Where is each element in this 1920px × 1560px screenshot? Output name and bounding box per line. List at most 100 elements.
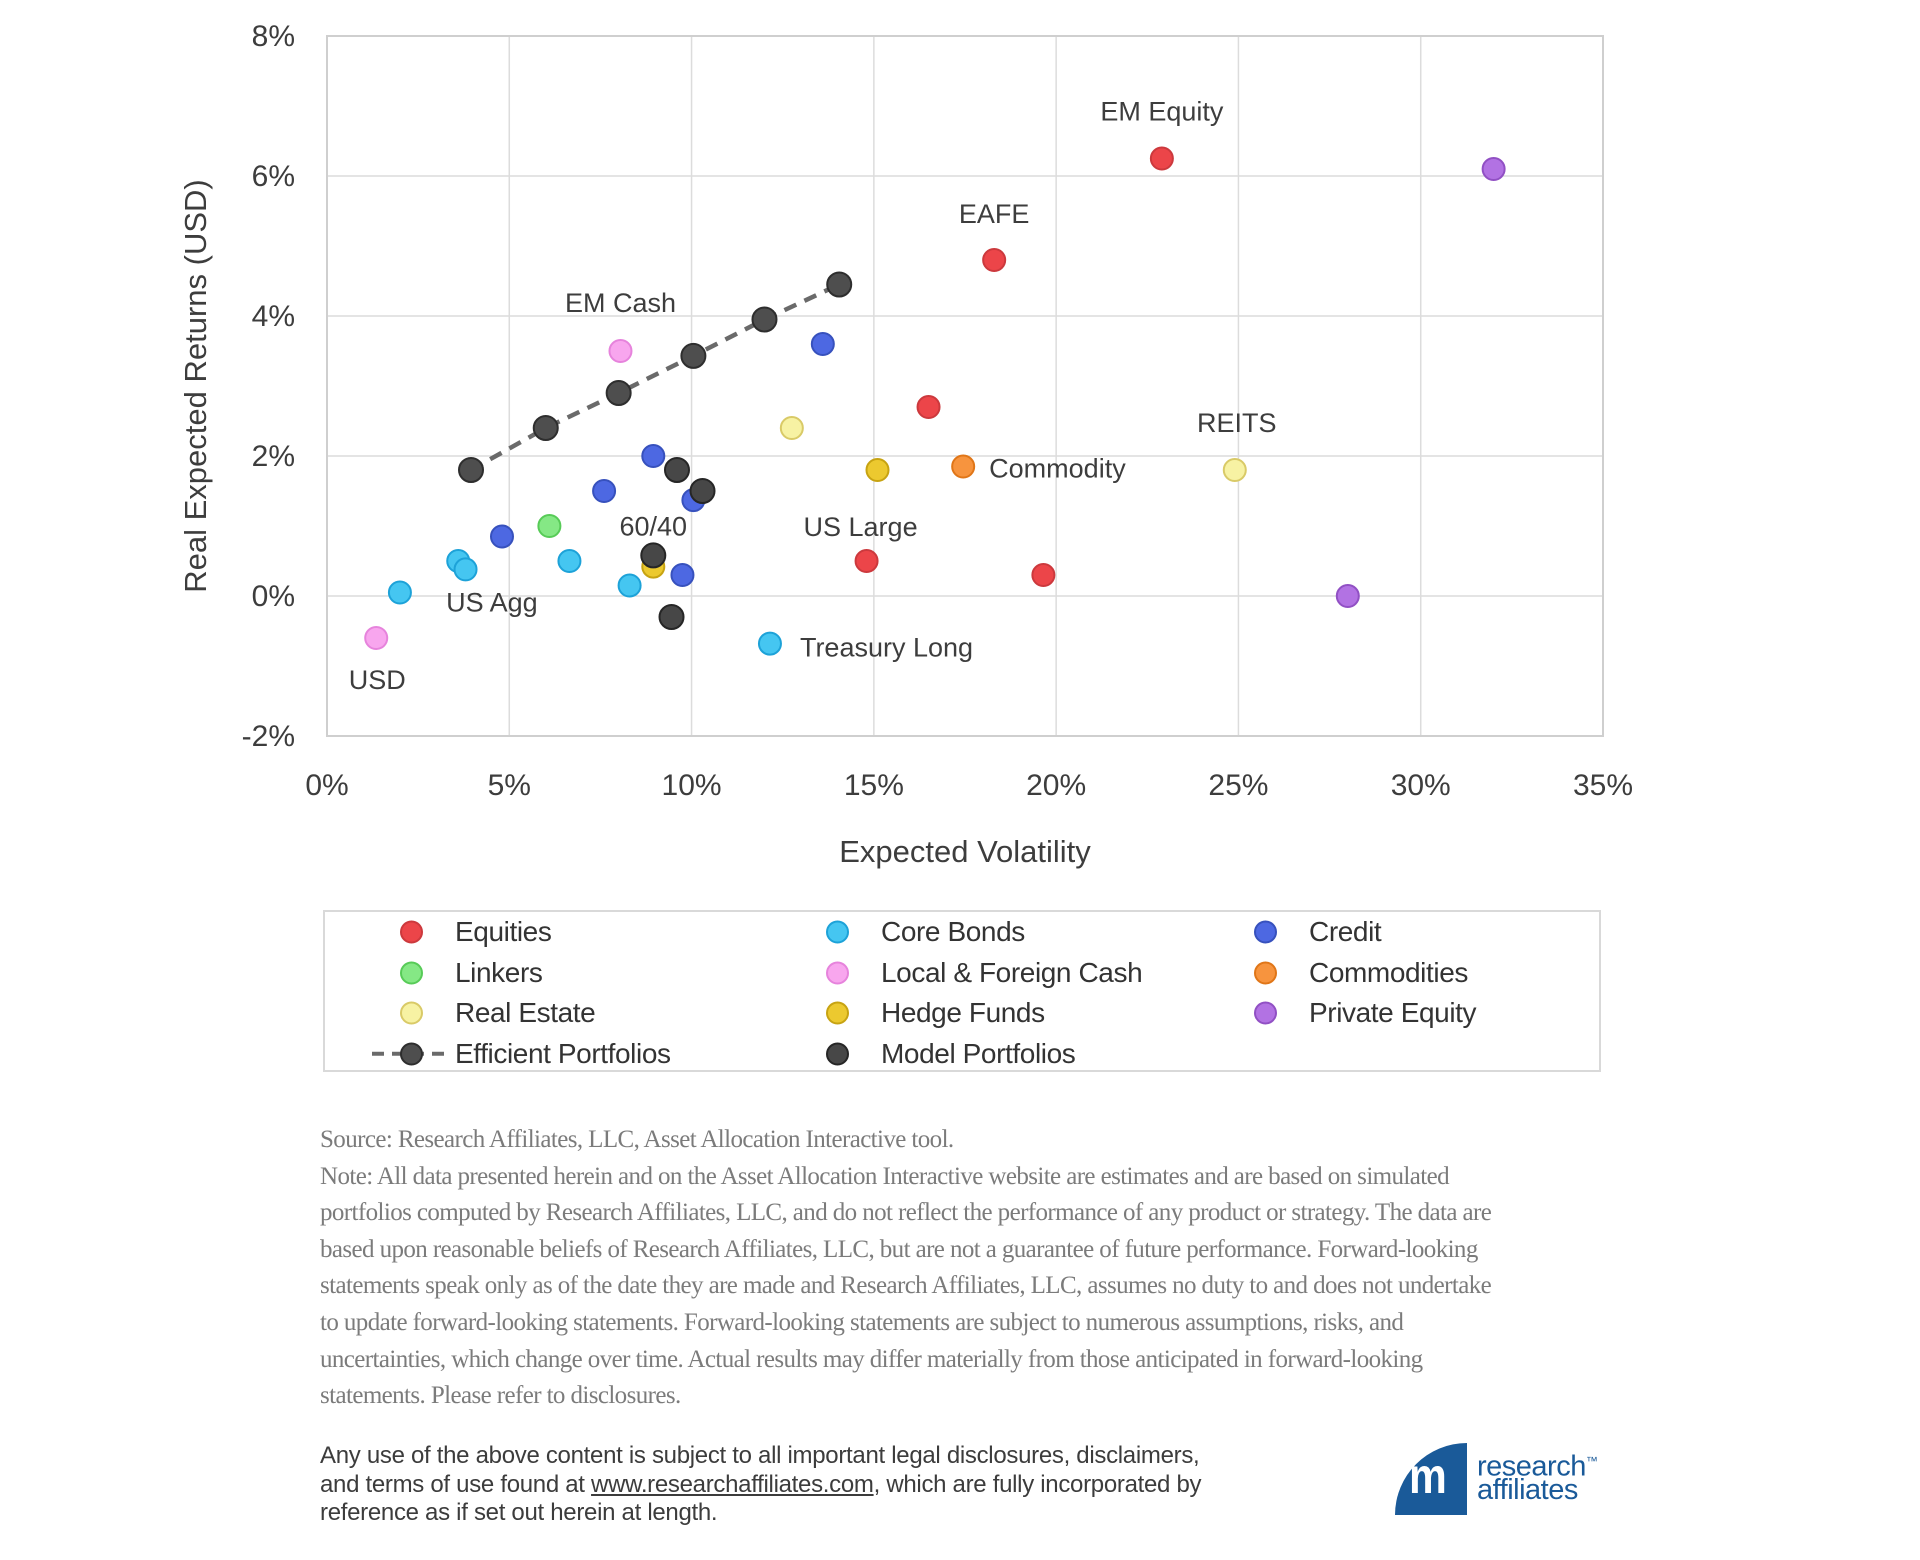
point-efficient-portfolios — [532, 415, 559, 441]
legend-column: Equities Linkers Real Estate Efficient Port… — [372, 912, 671, 1074]
disclaimer-line: Any use of the above content is subject … — [320, 1442, 1200, 1469]
logo-line-affiliates: affiliates — [1477, 1473, 1578, 1506]
disclaimer-text: , which are fully incorporated by — [873, 1470, 1202, 1498]
point-equities — [854, 549, 879, 573]
point-local-foreign-cash — [364, 626, 389, 650]
annotation-em-cash: EM Cash — [565, 288, 676, 318]
dashed-line-dot-icon — [372, 1041, 448, 1067]
legend-item-credit: Credit — [1226, 912, 1476, 953]
legend-item-efficient-portfolios: Efficient Portfolios — [372, 1034, 671, 1075]
note-line: portfolios computed by Research Affiliat… — [320, 1199, 1492, 1227]
efficient-frontier-line — [469, 282, 841, 472]
point-equities — [1031, 563, 1056, 587]
x-axis-title: Expected Volatility — [839, 834, 1091, 869]
legend-label: Core Bonds — [881, 916, 1025, 948]
point-equities — [1149, 146, 1174, 171]
point-equities — [916, 395, 941, 419]
annotation-treasury-long: Treasury Long — [800, 633, 973, 663]
y-tick-label: -2% — [242, 720, 295, 753]
dot-icon — [372, 960, 448, 986]
point-core-bonds — [453, 557, 478, 582]
point-credit — [489, 524, 514, 549]
annotation-eafe: EAFE — [959, 199, 1030, 229]
x-tick-label: 5% — [488, 769, 531, 802]
legend-column: Credit Commodities Private Equity — [1226, 912, 1477, 1034]
y-tick-label: 0% — [252, 580, 295, 613]
legend-column: Core Bonds Local & Foreign Cash Hedge Fund… — [798, 912, 1143, 1075]
y-tick-label: 8% — [252, 20, 295, 53]
annotation-commodity: Commodity — [989, 454, 1126, 484]
legend-item-model-portfolios: Model Portfolios — [798, 1034, 1142, 1075]
trademark-symbol: ™ — [1585, 1454, 1598, 1468]
point-model-portfolios — [658, 604, 685, 630]
x-tick-label: 30% — [1391, 769, 1451, 802]
note-line: to update forward-looking statements. Fo… — [320, 1308, 1404, 1336]
legend-label: Credit — [1309, 916, 1382, 948]
logo-wordmark: research™ affiliates — [1477, 1450, 1598, 1506]
annotation-em-equity: EM Equity — [1100, 97, 1224, 127]
disclaimer-text: and terms of use found at — [320, 1470, 592, 1498]
y-tick-label: 2% — [252, 440, 295, 473]
dot-icon — [372, 1000, 448, 1026]
note-line: based upon reasonable beliefs of Researc… — [320, 1235, 1478, 1263]
x-tick-label: 0% — [305, 769, 348, 802]
link-text: www.researchaffiliates.com — [591, 1470, 874, 1498]
point-model-portfolios — [663, 457, 690, 483]
note-line: statements. Please refer to disclosures. — [320, 1382, 681, 1410]
note-line: statements speak only as of the date the… — [320, 1272, 1492, 1300]
point-efficient-portfolios — [680, 342, 707, 369]
point-private-equity — [1335, 584, 1360, 608]
point-core-bonds — [387, 580, 412, 605]
point-credit — [810, 332, 835, 356]
legend-label: Efficient Portfolios — [455, 1037, 671, 1069]
legend-item-hedge-funds: Hedge Funds — [798, 993, 1142, 1034]
research-affiliates-logo: m research™ affiliates — [1395, 1443, 1605, 1523]
y-tick-label: 6% — [252, 160, 295, 193]
x-tick-label: 25% — [1208, 769, 1268, 802]
x-tick-label: 35% — [1573, 769, 1633, 802]
note-line: uncertainties, which change over time. A… — [320, 1345, 1423, 1373]
point-local-foreign-cash — [608, 339, 633, 363]
point-efficient-portfolios — [826, 271, 853, 298]
x-tick-label: 10% — [662, 769, 722, 802]
dot-icon — [798, 1000, 874, 1026]
returns-volatility-scatter-chart: 0% 5% 10% 15% 20% 25% 30% 35% -2% 0% 2% 4% 6% 8% Expec… — [178, 20, 1633, 869]
point-core-bonds — [617, 573, 642, 598]
legend-item-core-bonds: Core Bonds — [798, 912, 1142, 953]
annotation-us-agg: US Agg — [446, 588, 538, 618]
dot-icon — [1226, 919, 1302, 945]
point-core-bonds — [557, 549, 582, 573]
dot-icon — [798, 960, 874, 986]
legend-label: Local & Foreign Cash — [881, 956, 1143, 988]
point-credit — [641, 444, 666, 468]
legend-label: Real Estate — [455, 997, 596, 1029]
note-line: Source: Research Affiliates, LLC, Asset … — [320, 1126, 954, 1153]
legend-item-equities: Equities — [372, 912, 671, 953]
point-model-portfolios — [640, 542, 667, 569]
point-model-portfolios — [689, 478, 716, 504]
point-credit — [670, 563, 695, 587]
logo-mark: m — [1395, 1443, 1467, 1515]
chart-legend: Equities Linkers Real Estate Efficient Port… — [323, 910, 1601, 1072]
annotation-usd: USD — [349, 665, 406, 695]
point-real-estate — [779, 416, 804, 440]
logo-mark-letter: m — [1409, 1448, 1447, 1504]
note-line: Note: All data presented herein and on t… — [320, 1162, 1450, 1190]
legend-label: Equities — [455, 916, 552, 948]
dot-icon — [798, 1041, 874, 1067]
point-credit — [592, 479, 617, 503]
source-note: Source: Research Affiliates, LLC, Asset … — [320, 1122, 1492, 1415]
logo-word: research — [1477, 1450, 1586, 1483]
legend-label: Model Portfolios — [881, 1037, 1076, 1069]
point-private-equity — [1481, 157, 1506, 181]
researchaffiliates-link[interactable]: www.researchaffiliates.com — [591, 1471, 874, 1498]
disclaimer-line: and terms of use found at www.researchaf… — [320, 1470, 1202, 1500]
legend-item-linkers: Linkers — [372, 953, 671, 994]
point-equities — [982, 248, 1007, 272]
logo-line-research: research™ — [1477, 1450, 1598, 1481]
annotation-us-large: US Large — [804, 512, 918, 542]
legend-label: Hedge Funds — [881, 997, 1045, 1029]
legend-item-commodities: Commodities — [1226, 953, 1476, 994]
point-real-estate — [1222, 458, 1247, 482]
